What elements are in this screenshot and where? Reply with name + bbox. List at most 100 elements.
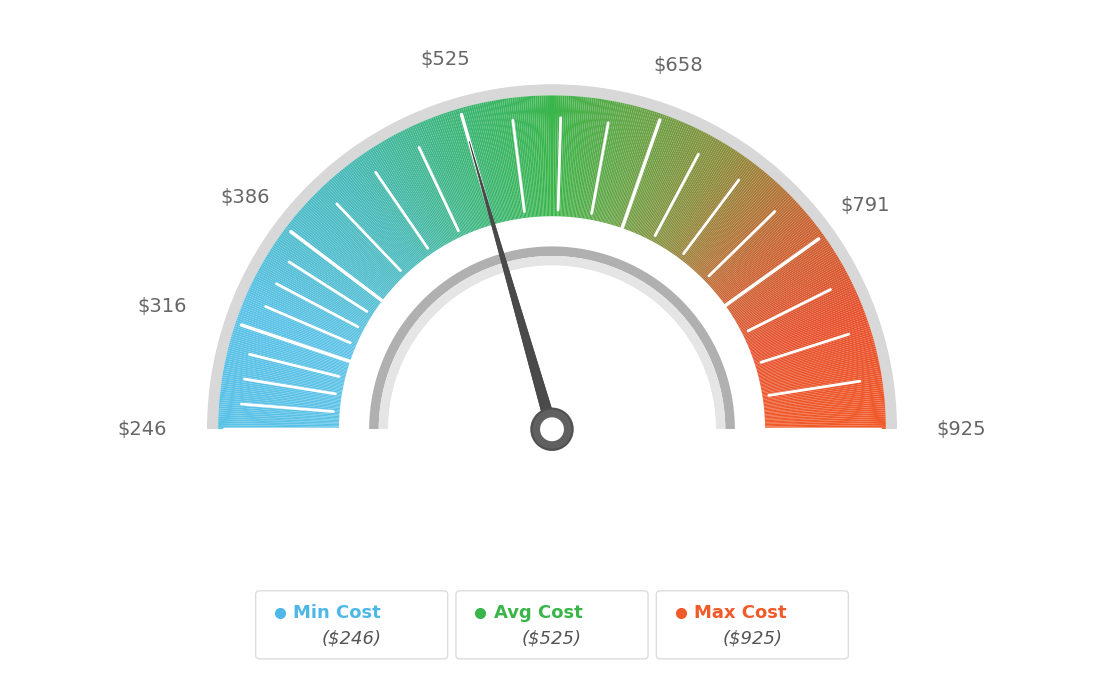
Wedge shape xyxy=(763,387,883,404)
Wedge shape xyxy=(250,287,359,339)
Wedge shape xyxy=(417,123,467,235)
Wedge shape xyxy=(463,107,497,224)
Wedge shape xyxy=(745,287,854,339)
Wedge shape xyxy=(597,103,625,221)
Wedge shape xyxy=(496,100,518,219)
Wedge shape xyxy=(368,150,436,252)
Wedge shape xyxy=(227,348,346,379)
Wedge shape xyxy=(644,128,698,237)
Wedge shape xyxy=(623,115,665,229)
Wedge shape xyxy=(367,151,435,253)
Wedge shape xyxy=(764,392,884,406)
Wedge shape xyxy=(646,130,702,239)
Wedge shape xyxy=(237,314,352,357)
Wedge shape xyxy=(726,238,827,308)
Wedge shape xyxy=(747,295,859,344)
Wedge shape xyxy=(696,183,779,273)
Wedge shape xyxy=(440,114,482,228)
Wedge shape xyxy=(259,266,365,326)
Wedge shape xyxy=(588,100,611,219)
Wedge shape xyxy=(361,155,432,255)
Wedge shape xyxy=(681,164,756,261)
Wedge shape xyxy=(580,98,598,218)
Wedge shape xyxy=(712,208,804,289)
Wedge shape xyxy=(664,145,729,248)
Wedge shape xyxy=(331,177,412,270)
Wedge shape xyxy=(540,95,545,217)
Wedge shape xyxy=(576,97,592,218)
Wedge shape xyxy=(747,297,859,346)
Wedge shape xyxy=(467,106,499,224)
Wedge shape xyxy=(765,423,885,426)
Wedge shape xyxy=(524,97,535,217)
Text: $791: $791 xyxy=(840,196,890,215)
Wedge shape xyxy=(391,136,450,243)
Wedge shape xyxy=(235,322,350,362)
Wedge shape xyxy=(573,97,587,217)
Wedge shape xyxy=(502,99,521,219)
Wedge shape xyxy=(323,184,407,274)
Wedge shape xyxy=(245,297,357,346)
Wedge shape xyxy=(728,240,828,310)
Wedge shape xyxy=(660,142,724,246)
Wedge shape xyxy=(437,115,480,229)
Wedge shape xyxy=(221,381,341,400)
Wedge shape xyxy=(220,398,340,411)
Wedge shape xyxy=(609,108,644,224)
Wedge shape xyxy=(280,233,380,305)
Wedge shape xyxy=(678,160,752,259)
Wedge shape xyxy=(477,104,506,221)
Wedge shape xyxy=(764,396,884,409)
Wedge shape xyxy=(319,189,404,277)
Wedge shape xyxy=(683,167,760,263)
Wedge shape xyxy=(756,334,872,370)
Wedge shape xyxy=(248,289,359,341)
Wedge shape xyxy=(238,313,352,356)
Wedge shape xyxy=(221,383,341,401)
Wedge shape xyxy=(618,112,657,227)
Wedge shape xyxy=(629,118,675,231)
Wedge shape xyxy=(415,124,466,235)
Wedge shape xyxy=(224,364,343,389)
Wedge shape xyxy=(287,225,384,299)
Wedge shape xyxy=(275,241,375,310)
Wedge shape xyxy=(535,96,543,217)
Wedge shape xyxy=(231,336,348,371)
Wedge shape xyxy=(677,159,750,257)
Wedge shape xyxy=(669,151,737,253)
Wedge shape xyxy=(765,408,885,417)
Wedge shape xyxy=(240,308,353,353)
Wedge shape xyxy=(746,293,858,344)
Wedge shape xyxy=(379,256,725,429)
Wedge shape xyxy=(395,134,453,242)
Wedge shape xyxy=(638,124,689,235)
Wedge shape xyxy=(760,353,878,382)
Polygon shape xyxy=(469,141,558,431)
Wedge shape xyxy=(752,314,867,357)
Wedge shape xyxy=(715,215,809,293)
Wedge shape xyxy=(265,257,370,321)
Wedge shape xyxy=(274,244,375,312)
Wedge shape xyxy=(487,101,512,220)
Wedge shape xyxy=(220,392,340,406)
Wedge shape xyxy=(694,180,776,271)
Wedge shape xyxy=(443,113,484,228)
Wedge shape xyxy=(330,179,411,270)
Wedge shape xyxy=(582,99,601,219)
Wedge shape xyxy=(723,230,821,303)
Wedge shape xyxy=(763,385,883,402)
Wedge shape xyxy=(550,95,552,216)
Wedge shape xyxy=(346,166,422,262)
Wedge shape xyxy=(750,306,863,352)
Wedge shape xyxy=(756,332,872,368)
Wedge shape xyxy=(493,100,516,219)
Wedge shape xyxy=(640,126,692,236)
Wedge shape xyxy=(742,279,851,335)
Wedge shape xyxy=(758,344,875,376)
Wedge shape xyxy=(233,328,349,366)
Wedge shape xyxy=(328,180,410,271)
Wedge shape xyxy=(758,346,875,377)
Wedge shape xyxy=(675,157,746,256)
Wedge shape xyxy=(648,131,703,239)
Wedge shape xyxy=(765,419,885,424)
